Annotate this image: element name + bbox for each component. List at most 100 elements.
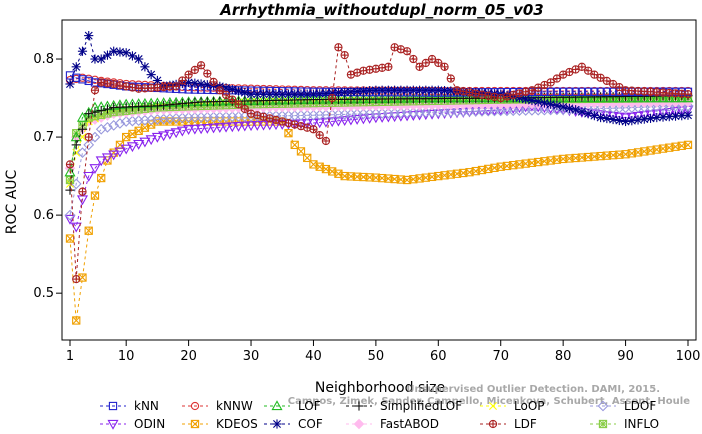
data-point <box>233 121 245 132</box>
legend-swatch-marker <box>488 419 498 429</box>
series-line <box>69 105 689 228</box>
data-point <box>677 111 687 121</box>
legend-label: LOF <box>298 399 321 413</box>
data-point <box>614 115 624 126</box>
y-tick-label: 0.7 <box>33 130 54 145</box>
plot-area <box>61 19 697 341</box>
data-point <box>102 50 113 60</box>
data-point <box>334 43 343 52</box>
data-point <box>638 92 650 103</box>
data-point <box>189 124 201 135</box>
legend-swatch-marker <box>489 402 497 410</box>
data-point <box>78 187 87 196</box>
data-point <box>320 117 332 128</box>
data-point <box>552 101 562 111</box>
x-tick-label: 40 <box>305 349 322 364</box>
data-point <box>533 97 543 107</box>
x-tick-label: 70 <box>492 349 509 364</box>
data-point <box>246 89 256 99</box>
data-point <box>145 135 157 146</box>
data-point <box>97 173 106 183</box>
data-point <box>233 86 244 96</box>
chart-title: Arrhythmia_withoutdupl_norm_05_v03 <box>219 1 543 19</box>
data-point <box>152 101 162 111</box>
data-point <box>415 62 424 71</box>
legend-item-simplifiedlof: SimplifiedLOF <box>346 399 462 413</box>
data-point <box>421 58 430 68</box>
data-point <box>227 84 237 95</box>
data-point <box>95 123 107 135</box>
data-point <box>177 99 187 109</box>
data-point <box>608 114 618 125</box>
legend-swatch-marker <box>190 401 200 411</box>
legend: kNN kNNW LOF SimplifiedLOF LoOP LDOF ODIN KDEOS… <box>100 399 659 431</box>
y-tick-label: 0.5 <box>33 286 54 301</box>
data-point <box>77 46 88 56</box>
legend-label: KDEOS <box>216 417 258 431</box>
data-point <box>190 65 199 75</box>
data-point <box>657 92 669 103</box>
watermark-line-2: Campos, Zimek, Sander, Campello, Micenko… <box>288 396 690 407</box>
legend-item-kdeos: KDEOS <box>182 417 258 431</box>
data-point <box>151 132 163 143</box>
legend-swatch-marker <box>271 400 283 411</box>
data-point <box>209 77 218 87</box>
data-point <box>146 70 156 80</box>
data-point <box>302 89 312 99</box>
data-point <box>65 79 75 89</box>
watermark-line-1: Unsupervised Outlier Detection. DAMI, 20… <box>406 384 660 395</box>
data-point <box>339 116 351 127</box>
data-point <box>240 104 249 114</box>
series-kdeos <box>65 117 693 325</box>
data-point <box>645 110 657 121</box>
data-point <box>208 123 220 134</box>
data-point <box>215 86 224 95</box>
legend-label: LDOF <box>624 399 656 413</box>
legend-item-knnw: kNNW <box>182 399 253 413</box>
data-point <box>184 70 193 79</box>
data-point <box>183 125 195 135</box>
data-point <box>190 97 200 108</box>
x-tick-label: 30 <box>243 349 260 364</box>
data-point <box>296 89 306 99</box>
data-point <box>65 185 75 195</box>
data-point <box>315 130 324 140</box>
data-point <box>596 87 605 96</box>
data-point <box>65 160 75 169</box>
data-point <box>228 95 237 104</box>
legend-label: kNN <box>134 399 159 413</box>
data-point <box>72 274 81 284</box>
data-point <box>203 69 212 78</box>
data-point <box>90 54 100 64</box>
legend-item-loop: LoOP <box>480 399 545 413</box>
data-point <box>90 86 100 95</box>
data-point <box>83 171 95 182</box>
data-point <box>364 113 376 124</box>
x-tick-label: 80 <box>555 349 572 364</box>
data-point <box>577 62 587 71</box>
data-point <box>558 102 568 112</box>
data-point <box>127 51 138 61</box>
data-point <box>384 62 393 71</box>
legend-swatch-marker <box>354 401 364 411</box>
data-point <box>201 123 213 134</box>
data-point <box>65 175 75 185</box>
data-point <box>84 76 93 86</box>
data-point <box>427 54 437 64</box>
data-point <box>72 148 81 157</box>
y-tick-label: 0.8 <box>33 52 54 67</box>
data-point <box>583 109 593 119</box>
data-point <box>370 113 382 124</box>
data-point <box>326 117 338 128</box>
x-axis-label: Neighborhood size <box>315 380 445 396</box>
legend-swatch-marker <box>272 419 282 429</box>
data-point <box>565 87 574 96</box>
data-point <box>196 61 206 70</box>
data-point <box>446 74 455 83</box>
data-point <box>234 100 243 109</box>
data-point <box>477 90 487 99</box>
data-point <box>577 107 587 117</box>
y-axis: 0.5 0.6 0.7 0.8 <box>33 52 62 301</box>
data-point <box>490 92 499 102</box>
series-line <box>69 121 689 321</box>
